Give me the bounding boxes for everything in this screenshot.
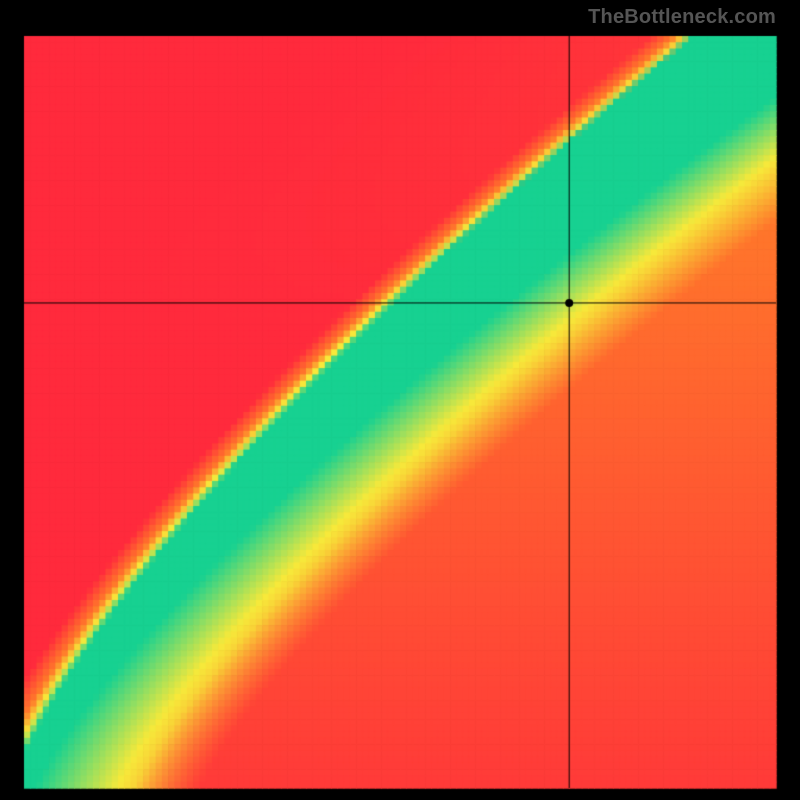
watermark-text: TheBottleneck.com [588,6,776,29]
bottleneck-heatmap [0,0,800,800]
figure-container: TheBottleneck.com [0,0,800,800]
